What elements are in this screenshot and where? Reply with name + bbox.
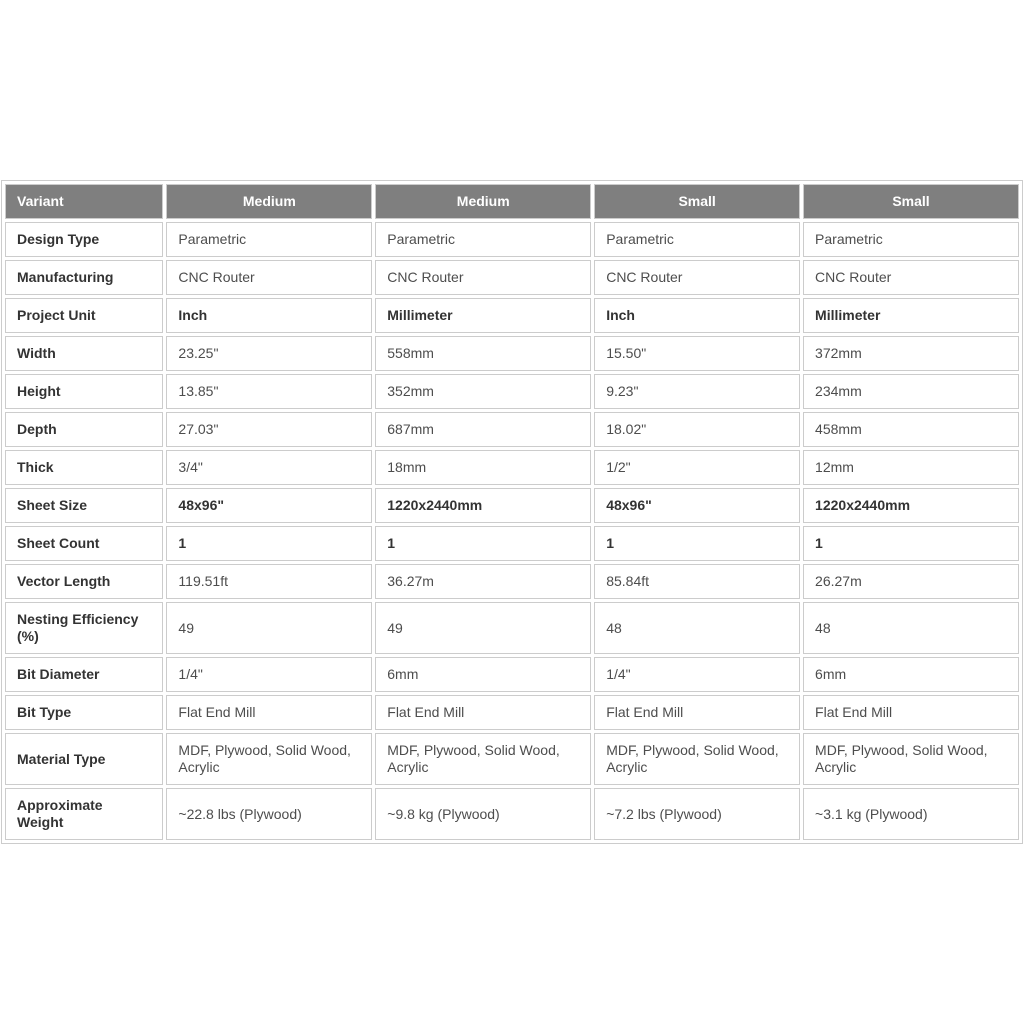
cell-value: MDF, Plywood, Solid Wood, Acrylic <box>166 733 373 785</box>
cell-value: 13.85" <box>166 374 373 409</box>
cell-value: 48 <box>594 602 801 654</box>
cell-value: 49 <box>375 602 592 654</box>
cell-value: Parametric <box>166 222 373 257</box>
cell-value: MDF, Plywood, Solid Wood, Acrylic <box>375 733 592 785</box>
column-header: Small <box>594 184 801 219</box>
row-label: Design Type <box>5 222 164 257</box>
row-label: Nesting Efficiency (%) <box>5 602 164 654</box>
cell-value: MDF, Plywood, Solid Wood, Acrylic <box>594 733 801 785</box>
cell-value: Inch <box>594 298 801 333</box>
cell-value: 1220x2440mm <box>803 488 1019 523</box>
table-row: Material Type MDF, Plywood, Solid Wood, A… <box>5 733 1019 785</box>
row-label: Vector Length <box>5 564 164 599</box>
row-label: Bit Diameter <box>5 657 164 692</box>
cell-value: 18.02" <box>594 412 801 447</box>
cell-value: Inch <box>166 298 373 333</box>
column-header-variant: Variant <box>5 184 164 219</box>
cell-value: 48x96" <box>166 488 373 523</box>
table-row: Project Unit Inch Millimeter Inch Millimeter <box>5 298 1019 333</box>
cell-value: 23.25" <box>166 336 373 371</box>
spec-comparison-table: Variant Medium Medium Small Small Design Typ… <box>1 180 1023 844</box>
row-label: Bit Type <box>5 695 164 730</box>
table-row: Sheet Count 1 1 1 1 <box>5 526 1019 561</box>
cell-value: CNC Router <box>594 260 801 295</box>
cell-value: ~3.1 kg (Plywood) <box>803 788 1019 840</box>
table-row: Height 13.85" 352mm 9.23" 234mm <box>5 374 1019 409</box>
cell-value: 12mm <box>803 450 1019 485</box>
column-header: Medium <box>166 184 373 219</box>
cell-value: 49 <box>166 602 373 654</box>
cell-value: CNC Router <box>375 260 592 295</box>
table-body: Design Type Parametric Parametric Parametri… <box>5 222 1019 840</box>
cell-value: MDF, Plywood, Solid Wood, Acrylic <box>803 733 1019 785</box>
cell-value: ~9.8 kg (Plywood) <box>375 788 592 840</box>
row-label: Project Unit <box>5 298 164 333</box>
cell-value: 352mm <box>375 374 592 409</box>
cell-value: Flat End Mill <box>375 695 592 730</box>
row-label: Material Type <box>5 733 164 785</box>
cell-value: 48x96" <box>594 488 801 523</box>
table-row: Width 23.25" 558mm 15.50" 372mm <box>5 336 1019 371</box>
cell-value: ~7.2 lbs (Plywood) <box>594 788 801 840</box>
cell-value: 3/4" <box>166 450 373 485</box>
cell-value: 36.27m <box>375 564 592 599</box>
cell-value: 9.23" <box>594 374 801 409</box>
cell-value: 1 <box>166 526 373 561</box>
cell-value: Millimeter <box>803 298 1019 333</box>
cell-value: 1 <box>594 526 801 561</box>
cell-value: 1 <box>803 526 1019 561</box>
table-row: Bit Diameter 1/4" 6mm 1/4" 6mm <box>5 657 1019 692</box>
table-row: Manufacturing CNC Router CNC Router CNC Rou… <box>5 260 1019 295</box>
cell-value: 1/4" <box>166 657 373 692</box>
table-row: Nesting Efficiency (%) 49 49 48 48 <box>5 602 1019 654</box>
cell-value: 1220x2440mm <box>375 488 592 523</box>
cell-value: 119.51ft <box>166 564 373 599</box>
table-header-row: Variant Medium Medium Small Small <box>5 184 1019 219</box>
cell-value: 6mm <box>375 657 592 692</box>
cell-value: Flat End Mill <box>803 695 1019 730</box>
table-row: Bit Type Flat End Mill Flat End Mill Flat E… <box>5 695 1019 730</box>
cell-value: 1 <box>375 526 592 561</box>
cell-value: 18mm <box>375 450 592 485</box>
cell-value: ~22.8 lbs (Plywood) <box>166 788 373 840</box>
cell-value: 6mm <box>803 657 1019 692</box>
cell-value: CNC Router <box>166 260 373 295</box>
row-label: Sheet Count <box>5 526 164 561</box>
cell-value: Flat End Mill <box>166 695 373 730</box>
cell-value: Millimeter <box>375 298 592 333</box>
cell-value: 26.27m <box>803 564 1019 599</box>
cell-value: 458mm <box>803 412 1019 447</box>
table-row: Vector Length 119.51ft 36.27m 85.84ft 26.27m <box>5 564 1019 599</box>
row-label: Thick <box>5 450 164 485</box>
cell-value: 15.50" <box>594 336 801 371</box>
row-label: Height <box>5 374 164 409</box>
cell-value: 1/4" <box>594 657 801 692</box>
table-row: Sheet Size 48x96" 1220x2440mm 48x96" 1220x24… <box>5 488 1019 523</box>
cell-value: 85.84ft <box>594 564 801 599</box>
table-row: Depth 27.03" 687mm 18.02" 458mm <box>5 412 1019 447</box>
column-header: Medium <box>375 184 592 219</box>
cell-value: 372mm <box>803 336 1019 371</box>
row-label: Approximate Weight <box>5 788 164 840</box>
cell-value: 687mm <box>375 412 592 447</box>
cell-value: Parametric <box>803 222 1019 257</box>
cell-value: 558mm <box>375 336 592 371</box>
table-row: Thick 3/4" 18mm 1/2" 12mm <box>5 450 1019 485</box>
table-row: Approximate Weight ~22.8 lbs (Plywood) ~9.… <box>5 788 1019 840</box>
row-label: Width <box>5 336 164 371</box>
cell-value: CNC Router <box>803 260 1019 295</box>
row-label: Depth <box>5 412 164 447</box>
cell-value: 48 <box>803 602 1019 654</box>
row-label: Sheet Size <box>5 488 164 523</box>
cell-value: 27.03" <box>166 412 373 447</box>
table-row: Design Type Parametric Parametric Parametri… <box>5 222 1019 257</box>
cell-value: Flat End Mill <box>594 695 801 730</box>
column-header: Small <box>803 184 1019 219</box>
cell-value: 234mm <box>803 374 1019 409</box>
row-label: Manufacturing <box>5 260 164 295</box>
cell-value: Parametric <box>375 222 592 257</box>
cell-value: Parametric <box>594 222 801 257</box>
cell-value: 1/2" <box>594 450 801 485</box>
